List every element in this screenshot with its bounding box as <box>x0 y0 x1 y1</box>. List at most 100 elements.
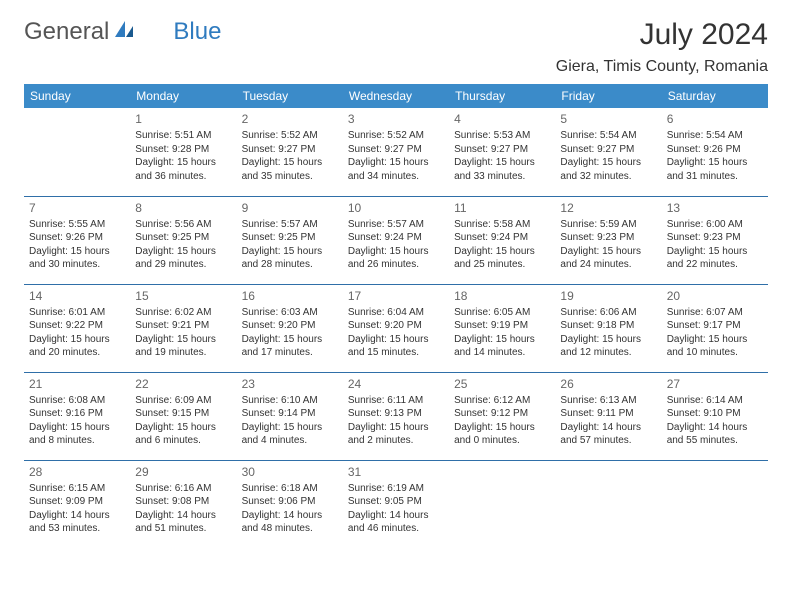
cell-daylight: Daylight: 15 hours and 36 minutes. <box>135 156 231 183</box>
calendar-day-cell <box>662 460 768 548</box>
day-number: 19 <box>560 288 656 304</box>
page-title: July 2024 <box>556 18 768 52</box>
cell-daylight: Daylight: 14 hours and 48 minutes. <box>242 509 338 536</box>
calendar-day-cell: 24Sunrise: 6:11 AMSunset: 9:13 PMDayligh… <box>343 372 449 460</box>
cell-daylight: Daylight: 15 hours and 17 minutes. <box>242 333 338 360</box>
cell-daylight: Daylight: 15 hours and 8 minutes. <box>29 421 125 448</box>
calendar-day-cell: 14 Sunrise: 6:01 AMSunset: 9:22 PMDayligh… <box>24 284 130 372</box>
cell-sunset: Sunset: 9:20 PM <box>348 319 444 333</box>
cell-sunrise: Sunrise: 5:57 AM <box>242 218 338 232</box>
calendar-week-row: 14Sunrise: 6:01 AMSunset: 9:22 PMDayligh… <box>24 284 768 372</box>
cell-daylight: Daylight: 15 hours and 35 minutes. <box>242 156 338 183</box>
calendar-table: SundayMondayTuesdayWednesdayThursdayFrid… <box>24 84 768 548</box>
cell-sunrise: Sunrise: 6:04 AM <box>348 306 444 320</box>
cell-sunrise: Sunrise: 5:51 AM <box>135 129 231 143</box>
cell-sunrise: Sunrise: 6:08 AM <box>29 394 125 408</box>
day-header: Friday <box>555 84 661 108</box>
day-number: 26 <box>560 376 656 392</box>
calendar-day-cell <box>555 460 661 548</box>
day-number: 17 <box>348 288 444 304</box>
day-number: 10 <box>348 200 444 216</box>
cell-daylight: Daylight: 15 hours and 30 minutes. <box>29 245 125 272</box>
calendar-week-row: 1Sunrise: 5:51 AMSunset: 9:28 PMDaylight… <box>24 108 768 196</box>
day-number: 25 <box>454 376 550 392</box>
cell-sunset: Sunset: 9:13 PM <box>348 407 444 421</box>
day-number: 14 <box>29 288 125 304</box>
header: General Blue July 2024 Giera, Timis Coun… <box>24 18 768 76</box>
cell-sunrise: Sunrise: 6:01 AM <box>29 306 125 320</box>
cell-sunset: Sunset: 9:27 PM <box>560 143 656 157</box>
cell-sunset: Sunset: 9:19 PM <box>454 319 550 333</box>
cell-sunset: Sunset: 9:16 PM <box>29 407 125 421</box>
calendar-day-cell: 27Sunrise: 6:14 AMSunset: 9:10 PMDayligh… <box>662 372 768 460</box>
calendar-day-cell: 4Sunrise: 5:53 AMSunset: 9:27 PMDaylight… <box>449 108 555 196</box>
cell-daylight: Daylight: 15 hours and 19 minutes. <box>135 333 231 360</box>
cell-sunrise: Sunrise: 6:16 AM <box>135 482 231 496</box>
calendar-day-cell: 31Sunrise: 6:19 AMSunset: 9:05 PMDayligh… <box>343 460 449 548</box>
cell-sunset: Sunset: 9:25 PM <box>135 231 231 245</box>
cell-sunset: Sunset: 9:12 PM <box>454 407 550 421</box>
calendar-day-cell: 3Sunrise: 5:52 AMSunset: 9:27 PMDaylight… <box>343 108 449 196</box>
cell-sunset: Sunset: 9:26 PM <box>29 231 125 245</box>
cell-sunset: Sunset: 9:27 PM <box>348 143 444 157</box>
cell-sunset: Sunset: 9:11 PM <box>560 407 656 421</box>
calendar-day-cell: 29Sunrise: 6:16 AMSunset: 9:08 PMDayligh… <box>130 460 236 548</box>
cell-sunrise: Sunrise: 5:59 AM <box>560 218 656 232</box>
calendar-day-cell: 11Sunrise: 5:58 AMSunset: 9:24 PMDayligh… <box>449 196 555 284</box>
day-number: 12 <box>560 200 656 216</box>
cell-sunrise: Sunrise: 5:57 AM <box>348 218 444 232</box>
cell-sunset: Sunset: 9:15 PM <box>135 407 231 421</box>
cell-sunset: Sunset: 9:17 PM <box>667 319 763 333</box>
cell-sunset: Sunset: 9:23 PM <box>560 231 656 245</box>
calendar-day-cell: 17 Sunrise: 6:04 AMSunset: 9:20 PMDayligh… <box>343 284 449 372</box>
cell-sunrise: Sunrise: 6:00 AM <box>667 218 763 232</box>
day-number: 24 <box>348 376 444 392</box>
cell-sunset: Sunset: 9:22 PM <box>29 319 125 333</box>
cell-sunrise: Sunrise: 5:55 AM <box>29 218 125 232</box>
day-header: Tuesday <box>237 84 343 108</box>
calendar-day-cell: 10Sunrise: 5:57 AMSunset: 9:24 PMDayligh… <box>343 196 449 284</box>
cell-daylight: Daylight: 15 hours and 34 minutes. <box>348 156 444 183</box>
calendar-day-cell: 19Sunrise: 6:06 AMSunset: 9:18 PMDayligh… <box>555 284 661 372</box>
day-number: 30 <box>242 464 338 480</box>
day-number: 13 <box>667 200 763 216</box>
location-text: Giera, Timis County, Romania <box>556 58 768 76</box>
calendar-day-cell: 6Sunrise: 5:54 AMSunset: 9:26 PMDaylight… <box>662 108 768 196</box>
calendar-day-cell: 20Sunrise: 6:07 AMSunset: 9:17 PMDayligh… <box>662 284 768 372</box>
cell-sunset: Sunset: 9:27 PM <box>454 143 550 157</box>
cell-daylight: Daylight: 15 hours and 24 minutes. <box>560 245 656 272</box>
calendar-day-cell: 23Sunrise: 6:10 AMSunset: 9:14 PMDayligh… <box>237 372 343 460</box>
cell-sunrise: Sunrise: 6:18 AM <box>242 482 338 496</box>
cell-sunrise: Sunrise: 6:10 AM <box>242 394 338 408</box>
day-number: 7 <box>29 200 125 216</box>
cell-daylight: Daylight: 15 hours and 15 minutes. <box>348 333 444 360</box>
cell-daylight: Daylight: 15 hours and 33 minutes. <box>454 156 550 183</box>
cell-daylight: Daylight: 15 hours and 20 minutes. <box>29 333 125 360</box>
cell-daylight: Daylight: 15 hours and 28 minutes. <box>242 245 338 272</box>
title-block: July 2024 Giera, Timis County, Romania <box>556 18 768 76</box>
logo-sail-icon <box>113 18 135 46</box>
calendar-week-row: 28Sunrise: 6:15 AMSunset: 9:09 PMDayligh… <box>24 460 768 548</box>
day-number: 5 <box>560 111 656 127</box>
calendar-day-cell: 30 Sunrise: 6:18 AMSunset: 9:06 PMDayligh… <box>237 460 343 548</box>
calendar-day-cell: 12 Sunrise: 5:59 AMSunset: 9:23 PMDayligh… <box>555 196 661 284</box>
calendar-week-row: 21Sunrise: 6:08 AMSunset: 9:16 PMDayligh… <box>24 372 768 460</box>
day-header: Wednesday <box>343 84 449 108</box>
cell-sunrise: Sunrise: 6:03 AM <box>242 306 338 320</box>
day-header: Monday <box>130 84 236 108</box>
cell-sunset: Sunset: 9:06 PM <box>242 495 338 509</box>
calendar-day-cell: 18Sunrise: 6:05 AMSunset: 9:19 PMDayligh… <box>449 284 555 372</box>
calendar-week-row: 7Sunrise: 5:55 AMSunset: 9:26 PMDaylight… <box>24 196 768 284</box>
calendar-day-cell: 5Sunrise: 5:54 AMSunset: 9:27 PMDaylight… <box>555 108 661 196</box>
cell-sunrise: Sunrise: 5:58 AM <box>454 218 550 232</box>
cell-sunset: Sunset: 9:10 PM <box>667 407 763 421</box>
calendar-day-cell: 21Sunrise: 6:08 AMSunset: 9:16 PMDayligh… <box>24 372 130 460</box>
cell-daylight: Daylight: 14 hours and 55 minutes. <box>667 421 763 448</box>
cell-sunset: Sunset: 9:26 PM <box>667 143 763 157</box>
calendar-day-cell: 16Sunrise: 6:03 AMSunset: 9:20 PMDayligh… <box>237 284 343 372</box>
day-header: Sunday <box>24 84 130 108</box>
cell-daylight: Daylight: 15 hours and 10 minutes. <box>667 333 763 360</box>
cell-sunrise: Sunrise: 5:53 AM <box>454 129 550 143</box>
cell-sunrise: Sunrise: 6:09 AM <box>135 394 231 408</box>
calendar-day-cell: 26Sunrise: 6:13 AMSunset: 9:11 PMDayligh… <box>555 372 661 460</box>
